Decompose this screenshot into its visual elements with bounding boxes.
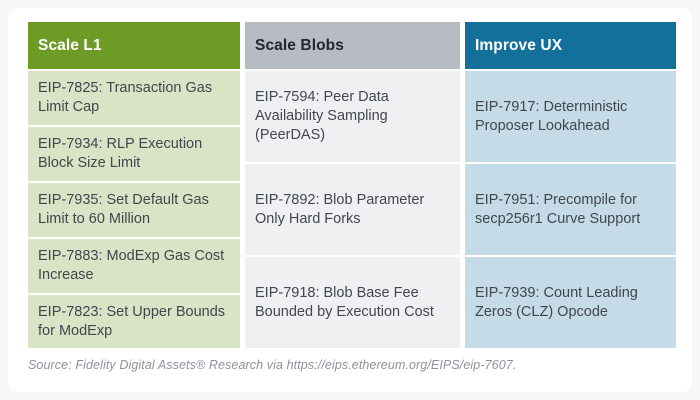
column-header-scale-blobs: Scale Blobs xyxy=(245,22,460,69)
column-header-scale-l1: Scale L1 xyxy=(28,22,240,69)
eip-cell: EIP-7935: Set Default Gas Limit to 60 Mi… xyxy=(28,183,240,237)
eip-cell: EIP-7594: Peer Data Availability Samplin… xyxy=(245,71,460,162)
source-note: Source: Fidelity Digital Assets® Researc… xyxy=(28,358,517,372)
column-improve-ux: Improve UX EIP-7917: Deterministic Propo… xyxy=(465,22,676,348)
eip-cell: EIP-7918: Blob Base Fee Bounded by Execu… xyxy=(245,257,460,348)
eip-cell: EIP-7934: RLP Execution Block Size Limit xyxy=(28,127,240,181)
infographic-card: Scale L1 EIP-7825: Transaction Gas Limit… xyxy=(8,8,692,392)
column-header-improve-ux: Improve UX xyxy=(465,22,676,69)
eip-table: Scale L1 EIP-7825: Transaction Gas Limit… xyxy=(28,22,676,348)
column-scale-blobs: Scale Blobs EIP-7594: Peer Data Availabi… xyxy=(245,22,460,348)
eip-cell: EIP-7951: Precompile for secp256r1 Curve… xyxy=(465,164,676,255)
eip-cell: EIP-7883: ModExp Gas Cost Increase xyxy=(28,239,240,293)
eip-cell: EIP-7823: Set Upper Bounds for ModExp xyxy=(28,295,240,348)
eip-cell: EIP-7825: Transaction Gas Limit Cap xyxy=(28,71,240,125)
eip-cell: EIP-7892: Blob Parameter Only Hard Forks xyxy=(245,164,460,255)
eip-cell: EIP-7917: Deterministic Proposer Lookahe… xyxy=(465,71,676,162)
eip-cell: EIP-7939: Count Leading Zeros (CLZ) Opco… xyxy=(465,257,676,348)
column-scale-l1: Scale L1 EIP-7825: Transaction Gas Limit… xyxy=(28,22,240,348)
